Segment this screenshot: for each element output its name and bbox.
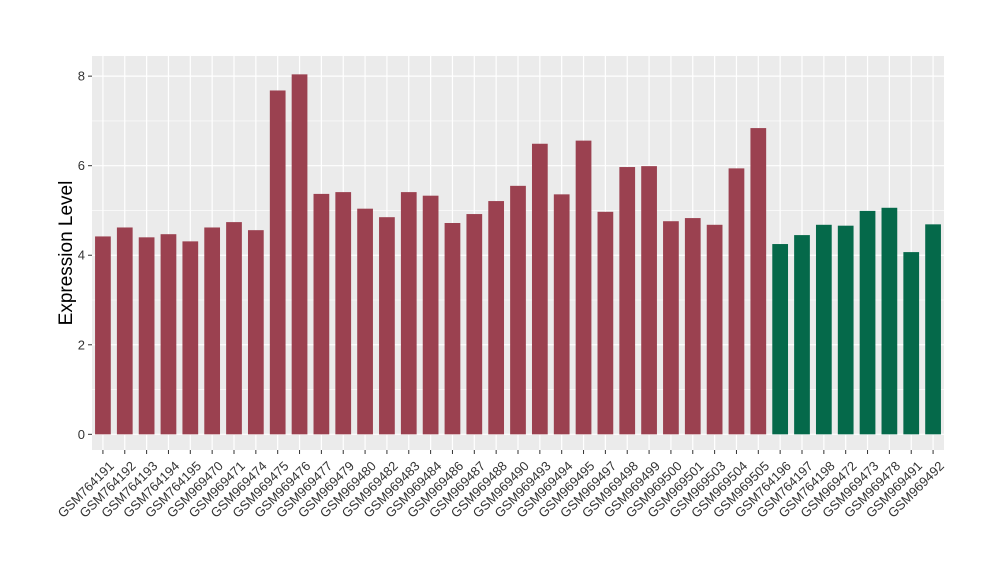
bar-GSM969493 [531,143,548,435]
bar-GSM969480 [357,208,373,435]
bar-GSM969490 [510,185,526,435]
bar-GSM764193 [138,237,155,435]
bar-GSM969495 [575,140,592,435]
bar-GSM969473 [859,210,876,435]
bar-GSM764192 [116,227,133,435]
bar-GSM969491 [903,252,920,435]
x-axis: GSM764191GSM764192GSM764193GSM764194GSM7… [55,450,947,521]
y-tick-label: 0 [78,427,85,442]
y-tick-label: 2 [78,337,85,352]
y-tick-label: 6 [78,158,85,173]
bar-GSM969470 [204,227,221,435]
bar-GSM969482 [379,217,395,435]
bar-GSM764195 [182,241,199,435]
bar-GSM969475 [269,90,286,435]
y-axis: 0 2 4 6 8 [78,69,92,442]
bar-GSM969494 [553,194,570,435]
bar-GSM969483 [400,192,417,435]
bar-GSM969503 [706,224,723,435]
bars [95,74,941,435]
y-tick-label: 4 [78,248,85,263]
bar-GSM969497 [597,211,614,435]
y-axis-title: Expression Level [56,181,77,326]
bar-GSM969476 [291,74,308,435]
bar-GSM969487 [466,214,483,435]
bar-GSM969484 [422,195,439,435]
bar-GSM969477 [313,193,330,435]
bar-GSM969505 [750,128,767,435]
bar-GSM969492 [925,224,941,435]
bar-GSM969488 [488,201,505,435]
bar-GSM969486 [444,223,461,435]
bar-GSM969474 [247,230,264,435]
bar-GSM969501 [684,218,701,435]
bar-GSM764197 [794,235,810,435]
bar-GSM764198 [815,224,832,435]
bar-GSM969499 [641,166,657,435]
bar-GSM764194 [160,234,177,435]
bar-GSM969498 [619,167,636,435]
y-tick-label: 8 [78,69,85,84]
bar-GSM969500 [663,221,679,435]
bar-GSM969472 [837,225,854,435]
bar-GSM969478 [881,207,898,435]
bar-GSM969471 [226,222,242,435]
bar-GSM969504 [728,168,745,435]
bar-GSM764191 [95,236,111,435]
bar-GSM969479 [335,192,352,435]
bar-GSM764196 [772,244,789,435]
